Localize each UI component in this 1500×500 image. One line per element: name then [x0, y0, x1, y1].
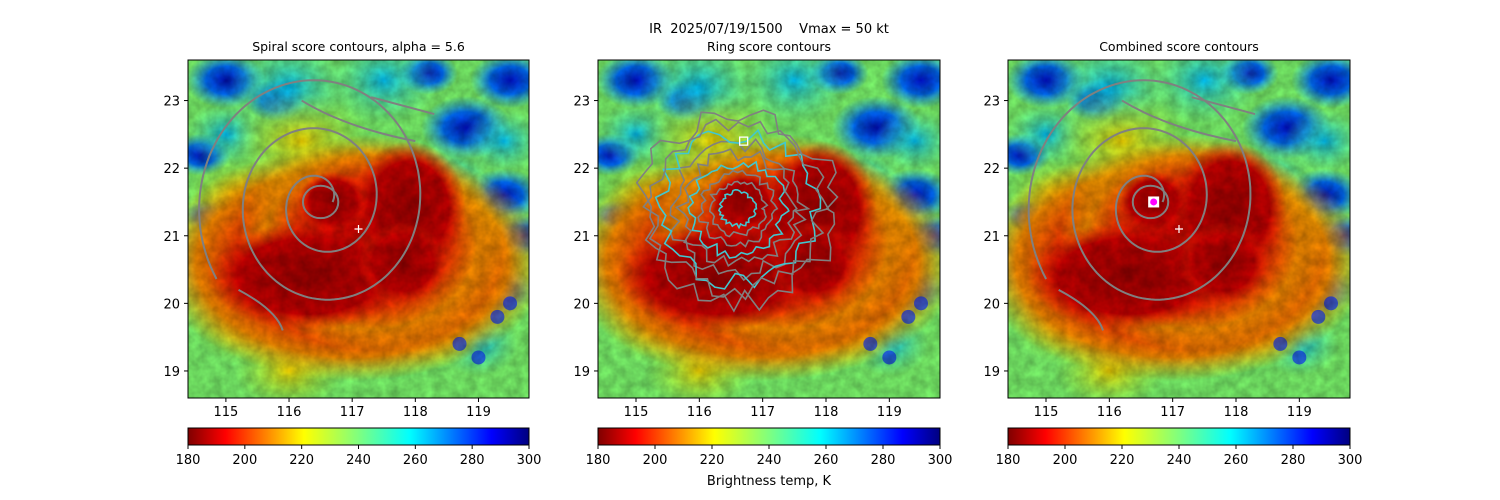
figure-suptitle: IR 2025/07/19/1500 Vmax = 50 kt: [649, 22, 889, 37]
x-tick-label: 115: [1034, 405, 1059, 420]
tail-arc: [1058, 288, 1104, 331]
y-tick-label: 21: [983, 230, 1000, 245]
colorbar-tick-label: 220: [700, 453, 725, 468]
y-tick-label: 20: [163, 297, 180, 312]
y-tick-label: 21: [163, 230, 180, 245]
colorbar-gradient: [597, 427, 941, 446]
ring-contour-5: [669, 138, 811, 282]
ring-contour-8: [635, 109, 839, 313]
panel-2: 115 116 117 118 119 19 20 21 22 23 Ring score cont…: [573, 39, 953, 489]
x-tick-label: 118: [403, 405, 428, 420]
ring-contour-0: [717, 188, 758, 230]
ring-contour-6: [654, 128, 822, 290]
ir-image: [1008, 60, 1350, 398]
center-plus-marker: [354, 225, 363, 233]
colorbar: 180 200 220 240 260 280 300: [996, 427, 1363, 468]
colorbar-tick-label: 280: [1281, 453, 1306, 468]
colorbar-tick-label: 260: [1224, 453, 1249, 468]
x-tick-label: 117: [1160, 405, 1185, 420]
colorbar-tick-label: 280: [871, 453, 896, 468]
x-tick-label: 117: [750, 405, 775, 420]
contours: [198, 79, 435, 331]
spiral-contour: [1027, 79, 1252, 301]
contours: [635, 109, 839, 313]
colorbar-gradient: [1007, 427, 1351, 446]
x-tick-label: 118: [1224, 405, 1249, 420]
y-tick-label: 19: [573, 365, 590, 380]
colorbar-label: Brightness temp, K: [707, 474, 832, 489]
x-tick-label: 118: [814, 405, 839, 420]
panel-3: 115 116 117 118 119 19 20 21 22 23 Combined score …: [983, 39, 1363, 468]
center-plus-marker: [1175, 225, 1183, 233]
y-tick-label: 21: [573, 230, 590, 245]
colorbar-gradient: [187, 427, 530, 446]
tail-arc: [238, 288, 284, 331]
colorbar-tick-label: 180: [176, 453, 201, 468]
ring-square-marker: [739, 136, 749, 146]
axes-frame: [187, 59, 530, 399]
colorbar-tick-label: 220: [289, 453, 314, 468]
y-tick-label: 23: [163, 95, 180, 110]
panel-title: Ring score contours: [707, 39, 831, 54]
colorbar-tick-label: 260: [814, 453, 839, 468]
axes-frame: [1007, 59, 1351, 399]
ring-contour-4: [674, 148, 798, 268]
y-tick-label: 20: [573, 297, 590, 312]
x-tick-label: 116: [277, 405, 302, 420]
y-tick-label: 23: [573, 95, 590, 110]
inner-contour: [1131, 184, 1170, 220]
colorbar-tick-label: 200: [1053, 453, 1078, 468]
colorbar-tick-label: 240: [1167, 453, 1192, 468]
y-tick-label: 20: [983, 297, 1000, 312]
outer-arc-2: [1191, 96, 1256, 116]
best-center-dot: [1150, 198, 1158, 206]
ring-contour-2: [697, 169, 779, 248]
colorbar-tick-label: 180: [996, 453, 1021, 468]
x-tick-label: 119: [466, 405, 491, 420]
colorbar-tick-label: 280: [460, 453, 485, 468]
colorbar: 180 200 220 240 260 280 300: [176, 427, 542, 468]
x-tick-label: 116: [1097, 405, 1122, 420]
ir-image: [188, 60, 529, 398]
x-tick-label: 119: [1287, 405, 1312, 420]
ring-contour-1: [708, 180, 769, 238]
y-tick-label: 23: [983, 95, 1000, 110]
x-tick-label: 119: [877, 405, 902, 420]
colorbar-tick-label: 220: [1110, 453, 1135, 468]
panel-title: Spiral score contours, alpha = 5.6: [252, 39, 465, 54]
x-tick-label: 117: [340, 405, 365, 420]
inner-contour: [301, 184, 340, 220]
y-tick-label: 22: [163, 162, 180, 177]
colorbar-tick-label: 240: [346, 453, 371, 468]
axes-frame: [597, 59, 941, 399]
x-tick-label: 116: [687, 405, 712, 420]
ring-contour-3: [687, 160, 790, 259]
colorbar-tick-label: 200: [643, 453, 668, 468]
x-tick-label: 115: [624, 405, 649, 420]
spiral-contour: [198, 79, 422, 301]
y-tick-label: 22: [983, 162, 1000, 177]
x-tick-label: 115: [213, 405, 238, 420]
y-tick-label: 19: [983, 365, 1000, 380]
colorbar: 180 200 220 240 260 280 300 Brightness temp, K: [586, 427, 953, 489]
colorbar-tick-label: 300: [928, 453, 953, 468]
colorbar-tick-label: 300: [1338, 453, 1363, 468]
panel-title: Combined score contours: [1099, 39, 1259, 54]
colorbar-tick-label: 260: [403, 453, 428, 468]
colorbar-tick-label: 300: [517, 453, 542, 468]
y-tick-label: 19: [163, 365, 180, 380]
outer-arc-1: [1121, 99, 1237, 143]
y-tick-label: 22: [573, 162, 590, 177]
outer-arc-1: [301, 99, 416, 143]
panel-1: 115 116 117 118 119 19 20 21 22 23 Spiral score co…: [163, 39, 542, 468]
ir-image: [598, 60, 940, 398]
ir-texture: [598, 60, 940, 398]
outer-arc-2: [370, 96, 435, 116]
colorbar-tick-label: 180: [586, 453, 611, 468]
colorbar-tick-label: 200: [232, 453, 257, 468]
contours: [1027, 79, 1256, 331]
colorbar-tick-label: 240: [757, 453, 782, 468]
